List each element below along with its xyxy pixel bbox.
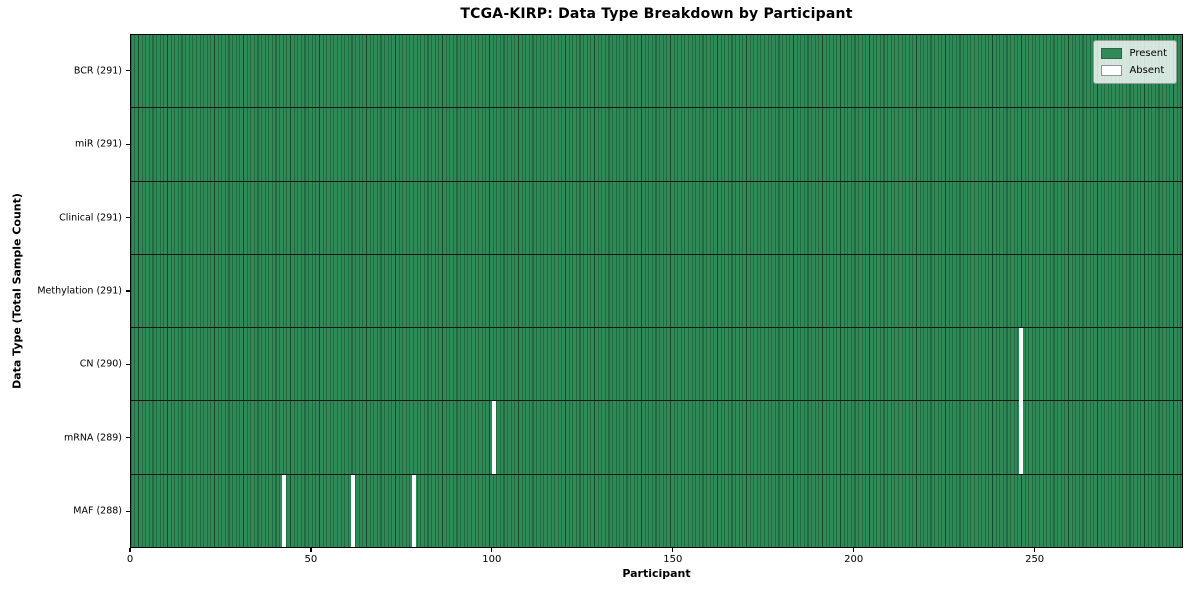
legend-label-present: Present — [1129, 48, 1167, 59]
absent-mark-mrna-246 — [1018, 400, 1023, 474]
legend: Present Absent — [1093, 40, 1177, 84]
y-tick-label-bcr: BCR (291) — [73, 65, 122, 77]
x-tick-label-100: 100 — [482, 554, 502, 565]
y-tick-label-maf: MAF (288) — [73, 505, 122, 517]
legend-entry-present: Present — [1101, 45, 1167, 62]
x-tick — [853, 548, 855, 552]
heatmap-row-methylation — [131, 254, 1182, 329]
y-tick — [126, 216, 130, 219]
x-tick-label-150: 150 — [663, 554, 683, 565]
y-tick — [126, 290, 130, 292]
absent-mark-maf-42 — [282, 474, 287, 547]
x-tick-label-50: 50 — [304, 554, 318, 565]
x-axis-label: Participant — [622, 567, 691, 580]
chart-title: TCGA-KIRP: Data Type Breakdown by Partic… — [460, 6, 853, 22]
x-tick — [491, 548, 493, 552]
y-tick — [126, 143, 130, 145]
heatmap-row-clinical — [131, 181, 1182, 255]
y-tick — [126, 70, 130, 72]
y-tick — [126, 437, 130, 439]
legend-swatch-present — [1101, 48, 1123, 59]
absent-mark-maf-78 — [412, 474, 417, 547]
x-tick-label-200: 200 — [844, 554, 864, 565]
y-tick-label-clinical: Clinical (291) — [59, 212, 122, 224]
x-tick-label-0: 0 — [126, 554, 134, 565]
y-tick-label-methylation: Methylation (291) — [37, 285, 122, 297]
x-tick — [1034, 548, 1036, 552]
x-tick — [672, 548, 674, 552]
x-tick — [129, 548, 131, 552]
y-tick — [126, 363, 130, 366]
absent-mark-mrna-100 — [491, 401, 496, 474]
absent-mark-maf-61 — [350, 474, 355, 547]
y-tick-label-mrna: mRNA (289) — [63, 432, 122, 444]
heatmap-row-maf — [131, 474, 1182, 547]
legend-label-absent: Absent — [1129, 65, 1165, 76]
heatmap-plot-area — [130, 34, 1183, 548]
absent-mark-cn-246 — [1018, 328, 1023, 401]
x-tick-label-250: 250 — [1025, 554, 1045, 565]
legend-swatch-absent — [1101, 65, 1123, 76]
y-tick-label-cn: CN (290) — [79, 358, 122, 370]
heatmap-row-mrna — [131, 400, 1182, 475]
y-tick — [126, 510, 130, 512]
x-tick — [310, 548, 312, 552]
heatmap-row-cn — [131, 328, 1182, 402]
y-tick-label-mir: miR (291) — [74, 138, 122, 150]
heatmap-row-bcr — [131, 35, 1182, 109]
heatmap-row-mir — [131, 108, 1182, 182]
legend-entry-absent: Absent — [1101, 62, 1167, 79]
